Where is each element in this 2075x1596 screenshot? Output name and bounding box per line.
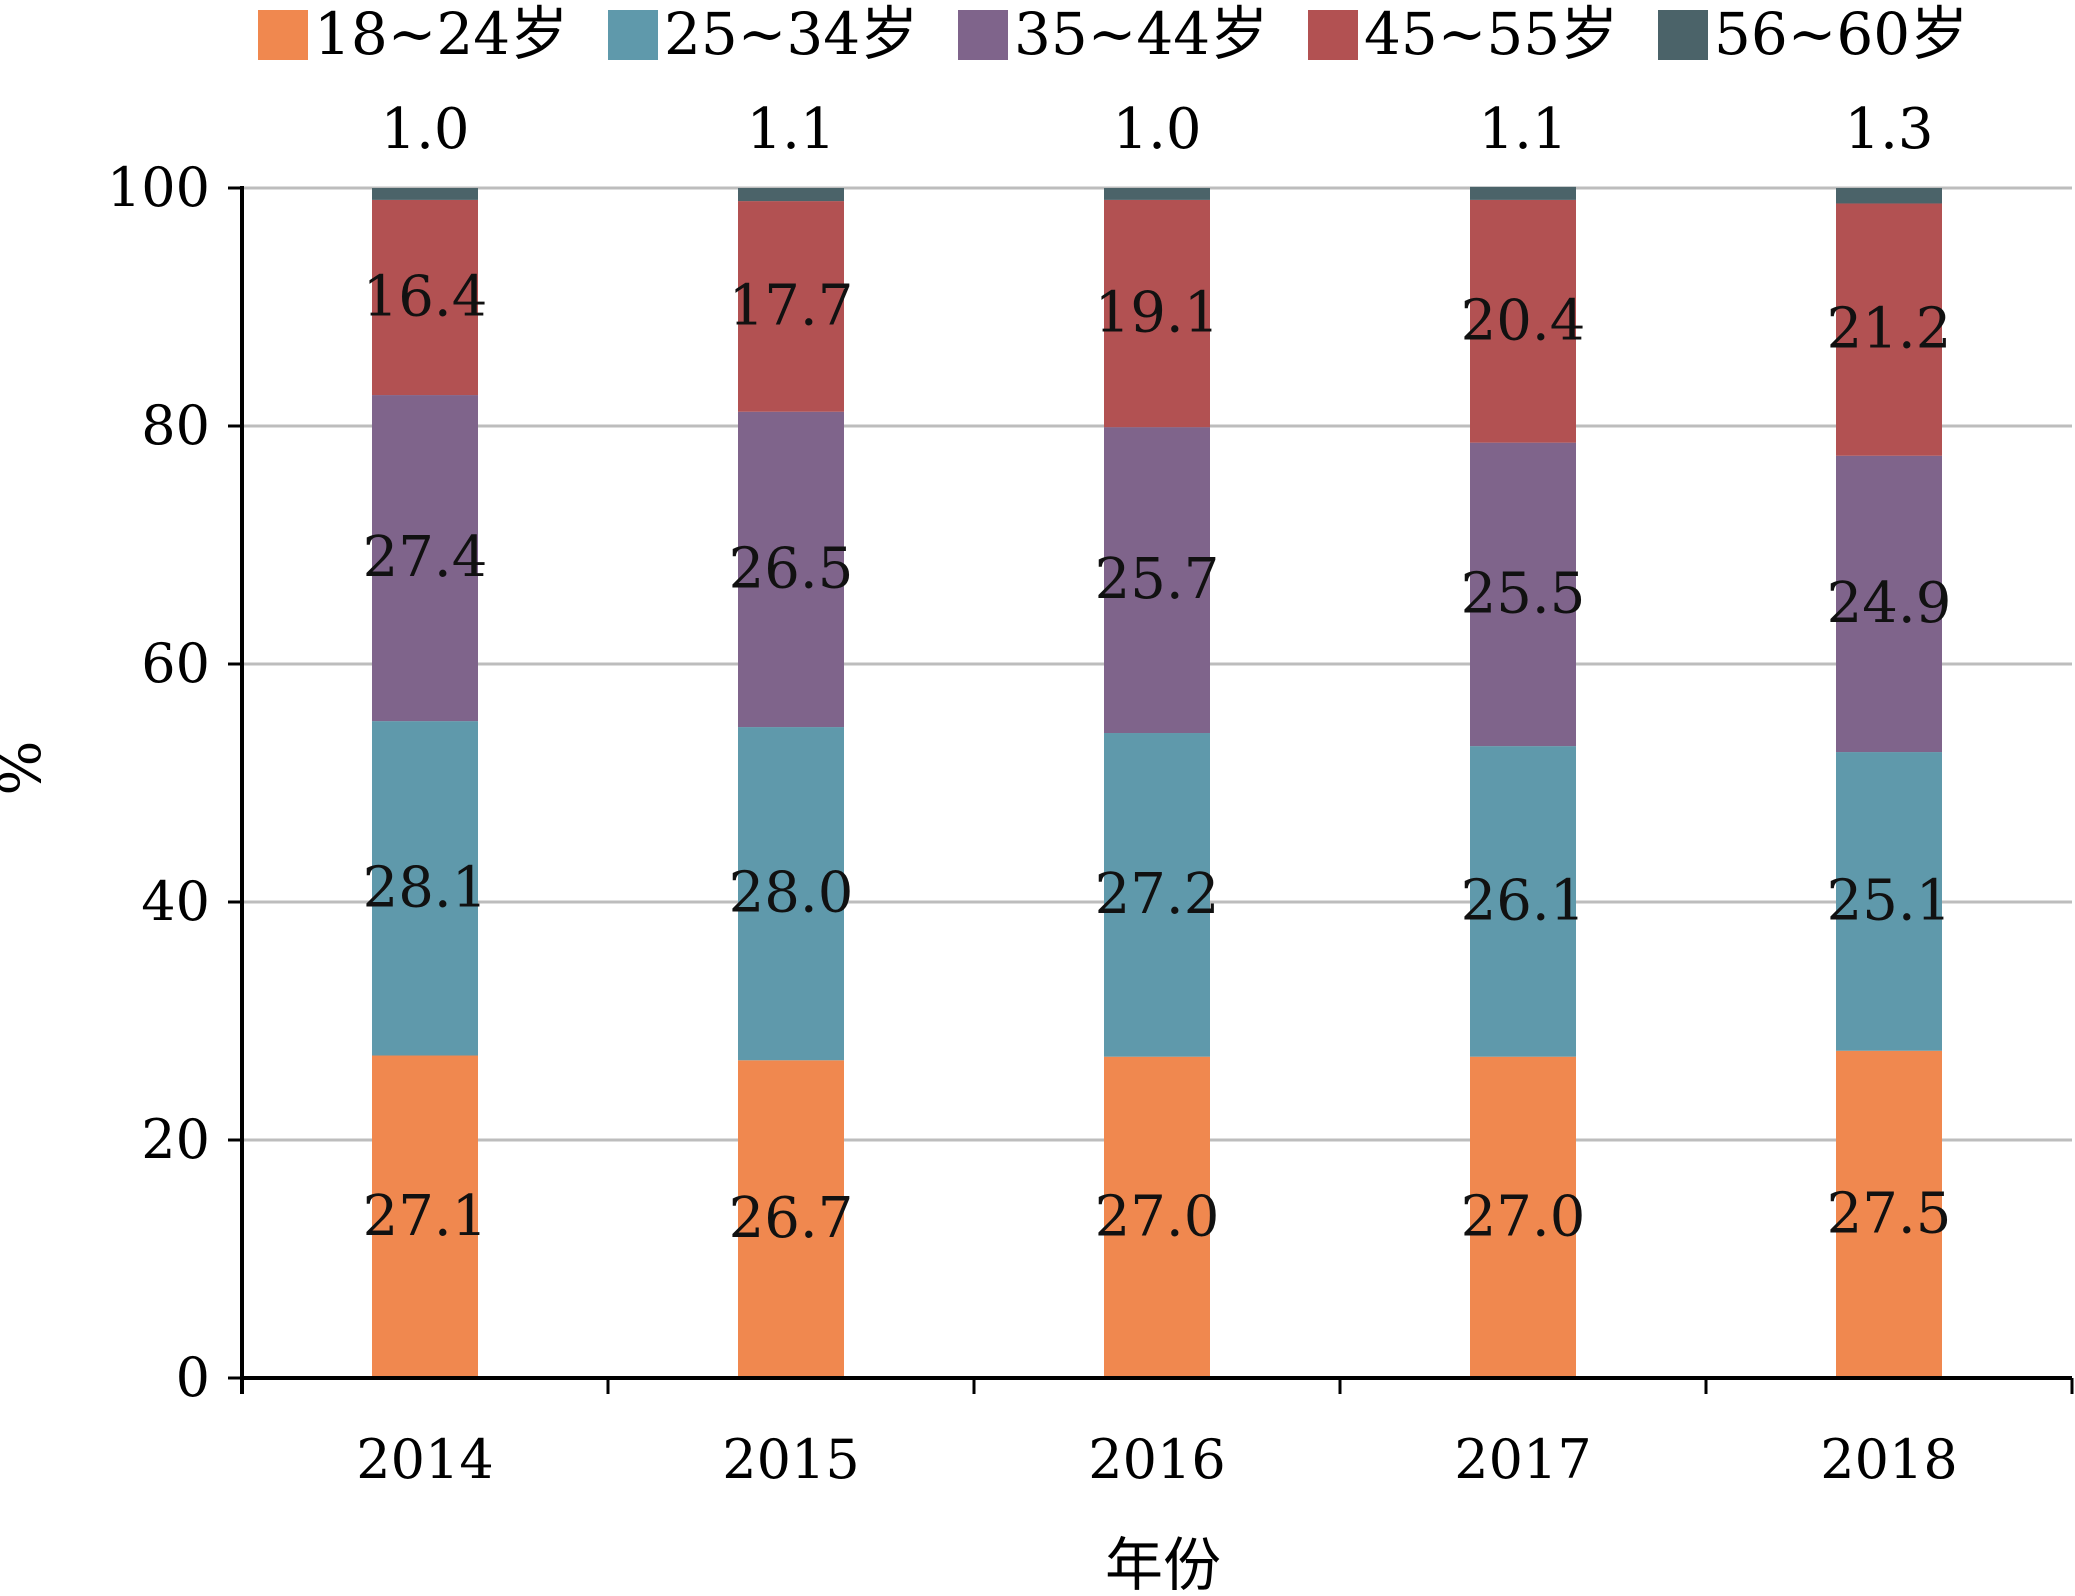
bar-segment (738, 1060, 844, 1378)
bar-segment (1836, 455, 1942, 753)
top-value-label: 1.1 (746, 97, 835, 162)
legend-swatch (1308, 10, 1358, 60)
legend-swatch (608, 10, 658, 60)
bar-segment (1836, 188, 1942, 204)
legend-label: 25~34岁 (664, 0, 918, 68)
bar-segment (1104, 427, 1210, 734)
data-label: 28.0 (729, 861, 854, 926)
bar-segment (1470, 1056, 1576, 1378)
legend-label: 18~24岁 (314, 0, 568, 68)
data-labels: 27.1 28.1 27.4 16.4 1.0 26.7 28.0 26.5 17.7 1.1 27… (363, 97, 1952, 1251)
bar-segment (372, 395, 478, 722)
x-tick-label: 2015 (722, 1428, 859, 1491)
x-tick-label: 2016 (1088, 1428, 1225, 1491)
bar-segment (1104, 188, 1210, 200)
data-label: 26.1 (1461, 868, 1586, 933)
data-label: 21.2 (1827, 297, 1952, 362)
legend-swatch (958, 10, 1008, 60)
y-tick-label: 100 (107, 156, 210, 219)
top-value-label: 1.3 (1844, 97, 1933, 162)
data-label: 25.7 (1095, 547, 1220, 612)
data-label: 26.7 (729, 1186, 854, 1251)
x-tick-label: 2017 (1454, 1428, 1591, 1491)
legend-label: 45~55岁 (1364, 0, 1618, 68)
top-value-label: 1.1 (1478, 97, 1567, 162)
bar-segment (738, 411, 844, 728)
bar-segment (1104, 733, 1210, 1057)
top-value-label: 1.0 (1112, 97, 1201, 162)
data-label: 26.5 (729, 536, 854, 601)
data-label: 24.9 (1827, 571, 1952, 636)
y-tick-label: 80 (141, 394, 210, 457)
data-label: 28.1 (363, 855, 488, 920)
bar-segment (1104, 1056, 1210, 1378)
bar-segment (372, 199, 478, 396)
data-label: 25.5 (1461, 561, 1586, 626)
bar-segment (738, 188, 844, 202)
bar-segment (1470, 442, 1576, 747)
y-tick-label: 0 (176, 1346, 210, 1409)
data-label: 27.2 (1095, 862, 1220, 927)
y-axis-title: % (0, 740, 54, 795)
y-tick-label: 60 (141, 632, 210, 695)
y-tick-label: 40 (141, 870, 210, 933)
data-label: 17.7 (729, 273, 854, 338)
bar-segment (738, 727, 844, 1061)
bar-segment (1470, 186, 1576, 200)
legend-swatch (1658, 10, 1708, 60)
bar-segment (738, 201, 844, 412)
data-label: 19.1 (1095, 281, 1220, 346)
data-label: 27.1 (363, 1184, 488, 1249)
bar-segment (1470, 746, 1576, 1057)
y-tick-label: 20 (141, 1108, 210, 1171)
bar-segment (1836, 203, 1942, 456)
data-label: 27.0 (1461, 1184, 1586, 1249)
legend: 18~24岁 25~34岁 35~44岁 45~55岁 56~60岁 (258, 0, 1968, 68)
x-tick-label: 2014 (356, 1428, 493, 1491)
data-label: 20.4 (1461, 288, 1586, 353)
top-value-label: 1.0 (380, 97, 469, 162)
x-axis-title: 年份 (1105, 1531, 1221, 1596)
bars (372, 186, 1942, 1378)
bar-segment (1836, 1050, 1942, 1378)
bar-segment (372, 188, 478, 200)
legend-label: 56~60岁 (1714, 0, 1968, 68)
bar-segment (1836, 752, 1942, 1051)
legend-label: 35~44岁 (1014, 0, 1268, 68)
data-label: 27.4 (363, 525, 488, 590)
data-label: 27.5 (1827, 1181, 1952, 1246)
bar-segment (372, 1055, 478, 1378)
bar-segment (1470, 199, 1576, 443)
x-tick-label: 2018 (1820, 1428, 1957, 1491)
data-label: 16.4 (363, 264, 488, 329)
data-label: 27.0 (1095, 1184, 1220, 1249)
bar-segment (372, 721, 478, 1056)
legend-swatch (258, 10, 308, 60)
axes: 0 20 40 60 80 100 2014 2015 2016 2017 2018 (107, 156, 2074, 1491)
bar-segment (1104, 199, 1210, 428)
data-label: 25.1 (1827, 868, 1952, 933)
